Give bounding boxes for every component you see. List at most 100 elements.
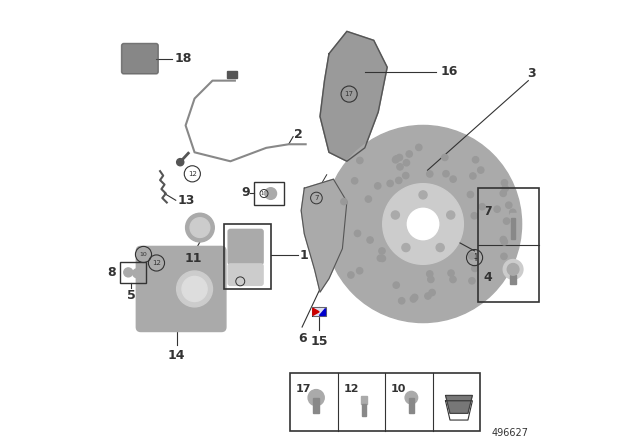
Bar [290,373,481,431]
Text: 10: 10 [140,252,147,257]
Circle shape [428,276,434,283]
Circle shape [124,268,132,277]
Circle shape [324,125,522,323]
Polygon shape [319,308,325,315]
Bar [224,224,271,289]
Circle shape [471,213,477,219]
Circle shape [348,272,354,278]
Text: 12: 12 [188,171,196,177]
Circle shape [308,390,324,406]
Polygon shape [313,308,319,315]
Text: 12: 12 [343,384,359,394]
Circle shape [377,255,383,261]
Circle shape [415,144,422,151]
Circle shape [494,206,500,212]
Text: 10: 10 [260,191,268,196]
Circle shape [448,270,454,276]
Text: 14: 14 [168,349,186,362]
Polygon shape [301,179,347,292]
Circle shape [402,244,410,252]
Circle shape [265,188,276,199]
Circle shape [392,157,399,163]
Circle shape [506,202,512,208]
Bar [227,71,237,78]
FancyBboxPatch shape [136,246,226,332]
Bar [510,275,516,284]
Bar [511,218,515,239]
Circle shape [190,218,210,237]
Circle shape [403,172,409,179]
Circle shape [425,293,431,299]
Text: 7: 7 [484,204,492,218]
Circle shape [427,171,433,177]
Circle shape [383,184,463,264]
Circle shape [351,178,358,184]
Circle shape [405,392,418,404]
FancyBboxPatch shape [228,229,263,264]
Circle shape [394,156,399,162]
Circle shape [374,183,381,189]
Text: 4: 4 [484,271,492,284]
Circle shape [399,297,405,304]
Text: 8: 8 [107,266,116,279]
Circle shape [450,176,456,182]
Circle shape [477,167,484,173]
Text: 7: 7 [314,195,319,201]
Text: 10: 10 [391,384,406,394]
Circle shape [403,159,410,166]
Circle shape [500,237,506,243]
Polygon shape [312,307,326,316]
Circle shape [391,211,399,219]
Circle shape [479,203,485,210]
Circle shape [356,267,363,274]
Text: 11: 11 [185,252,202,265]
Circle shape [387,180,393,186]
Text: 9: 9 [241,186,250,199]
Text: 6: 6 [298,332,307,345]
Circle shape [467,191,474,198]
Text: 16: 16 [441,65,458,78]
Circle shape [501,253,507,259]
Text: 18: 18 [174,52,192,65]
Circle shape [469,278,475,284]
Circle shape [396,177,402,184]
Circle shape [380,255,385,262]
Polygon shape [320,31,387,161]
Text: 17: 17 [344,91,354,97]
Circle shape [367,237,373,243]
Circle shape [177,159,184,166]
Circle shape [442,154,448,160]
Circle shape [427,271,433,277]
Circle shape [472,157,479,163]
Bar [360,396,367,405]
Circle shape [429,289,435,296]
Circle shape [356,157,363,164]
Circle shape [508,263,519,275]
Bar [362,405,366,416]
Circle shape [468,253,475,259]
Bar [478,188,539,302]
Bar [253,182,284,205]
Text: 1: 1 [300,249,308,262]
Circle shape [365,196,371,202]
Circle shape [410,296,417,302]
Text: 10: 10 [237,279,244,284]
Circle shape [503,259,523,279]
Text: 12: 12 [152,260,161,266]
Circle shape [406,151,412,157]
Text: 5: 5 [127,289,135,302]
Circle shape [393,282,399,288]
Text: 496627: 496627 [492,428,529,438]
Circle shape [182,276,207,302]
Circle shape [502,185,508,192]
Bar [409,398,413,414]
Circle shape [447,211,455,219]
FancyBboxPatch shape [122,43,158,74]
Circle shape [470,173,476,179]
Circle shape [500,190,506,197]
Circle shape [443,171,449,177]
Circle shape [396,155,403,161]
Bar [120,262,146,283]
Circle shape [379,248,385,254]
Circle shape [501,180,508,186]
